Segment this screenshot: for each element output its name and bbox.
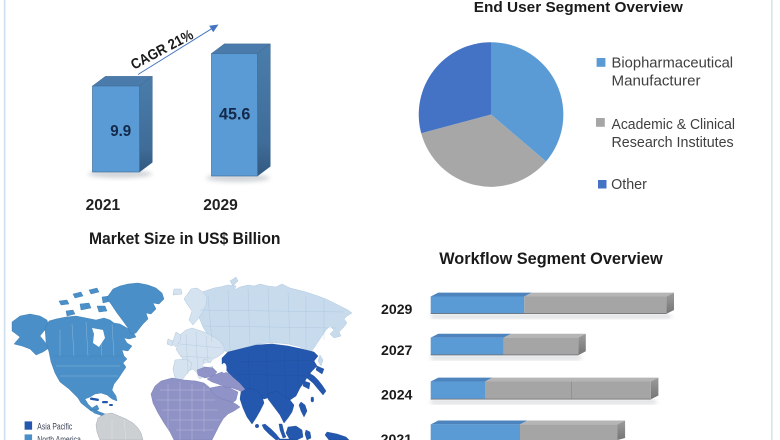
svg-text:2027: 2027 [381,342,413,358]
svg-text:End User Segment Overview: End User Segment Overview [474,0,683,16]
svg-text:North America: North America [37,434,81,440]
svg-text:2021: 2021 [381,431,413,440]
svg-text:45.6: 45.6 [219,106,250,124]
svg-text:Manufacturer: Manufacturer [612,74,701,90]
svg-text:Other: Other [611,177,647,193]
svg-text:2021: 2021 [86,197,121,214]
svg-text:2024: 2024 [381,386,413,402]
svg-text:Market Size in US$ Billion: Market Size in US$ Billion [89,230,281,248]
svg-text:Biopharmaceutical: Biopharmaceutical [612,55,734,71]
svg-text:Workflow Segment Overview: Workflow Segment Overview [439,250,663,268]
svg-text:Research Institutes: Research Institutes [612,135,734,151]
svg-text:Academic & Clinical: Academic & Clinical [612,117,736,133]
svg-text:9.9: 9.9 [110,123,131,140]
svg-text:2029: 2029 [381,301,413,317]
svg-text:2029: 2029 [203,197,238,214]
svg-text:Asia Pacific: Asia Pacific [37,421,72,431]
